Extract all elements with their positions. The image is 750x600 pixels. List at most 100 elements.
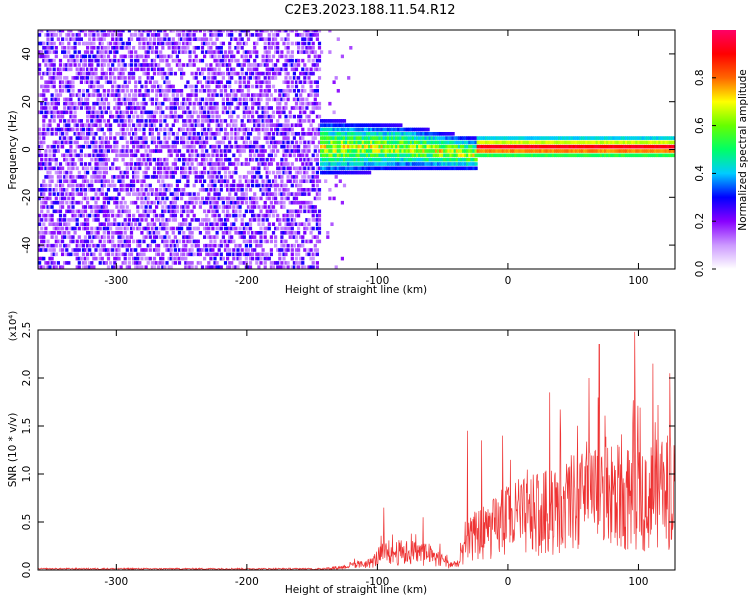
spectrogram-cell (230, 76, 234, 80)
spectrogram-cell (167, 97, 171, 102)
spectrogram-cell (186, 226, 190, 231)
spectrogram-cell (52, 243, 56, 248)
spectrogram-cell (228, 63, 232, 67)
spectrogram-cell (146, 166, 150, 171)
spectrogram-cell (61, 252, 65, 257)
spectrogram-cell (121, 89, 125, 93)
spectrogram-cell (159, 226, 163, 231)
spectrogram-cell (326, 136, 330, 140)
spectrogram-cell (418, 157, 422, 162)
spectrogram-cell (96, 58, 100, 63)
spectrogram-cell (102, 50, 106, 54)
spectrogram-cell (111, 179, 115, 183)
spectrogram-cell (228, 140, 232, 145)
spectrogram-cell (403, 140, 407, 145)
spectrogram-cell (192, 132, 196, 136)
spectrogram-cell (294, 63, 299, 67)
spectrogram-cell (94, 170, 98, 175)
spectrogram-cell (399, 162, 403, 166)
spectrogram-cell (226, 248, 230, 252)
spectrogram-cell (309, 226, 313, 231)
spectrogram-cell (219, 93, 223, 97)
spectrogram-cell (334, 119, 338, 123)
spectrogram-cell (167, 209, 171, 214)
spectrogram-cell (303, 166, 307, 171)
spectrogram-cell (292, 192, 296, 196)
spectrogram-cell (94, 67, 98, 72)
spectrogram-cell (109, 239, 113, 244)
spectrogram-cell (129, 226, 134, 231)
spectrogram-cell (292, 166, 296, 171)
spectrogram-cell (77, 119, 81, 123)
spectrogram-cell (63, 231, 67, 235)
spectrogram-cell (257, 71, 261, 76)
spectrogram-cell (418, 144, 422, 149)
spectrogram-cell (269, 183, 273, 188)
spectrogram-cell (386, 123, 390, 127)
spectrogram-cell (186, 205, 190, 209)
spectrogram-cell (175, 41, 179, 46)
spectrogram-cell (274, 144, 278, 149)
spectrogram-cell (307, 140, 311, 145)
spectrogram-cell (163, 157, 167, 162)
spectrogram-cell (88, 30, 92, 33)
spectrogram-cell (155, 205, 159, 209)
spectrogram-cell (159, 183, 163, 188)
spectrogram-cell (157, 149, 161, 153)
spectrogram-cell (301, 101, 305, 106)
spectrogram-cell (286, 37, 290, 41)
spectrogram-cell (61, 205, 65, 209)
spectrogram-cell (188, 101, 192, 106)
spectrogram-cell (58, 265, 63, 269)
spectrogram-cell (155, 89, 159, 93)
spectrogram-cell (309, 239, 313, 244)
spectrogram-cell (248, 97, 253, 102)
spectrogram-cell (169, 213, 173, 218)
spectrogram-cell (161, 218, 165, 222)
spectrogram-cell (203, 218, 207, 222)
spectrogram-cell (290, 67, 294, 72)
spectrogram-cell (121, 243, 125, 248)
spectrogram-cell (102, 209, 106, 214)
spectrogram-cell (115, 132, 119, 136)
spectrogram-cell (228, 183, 232, 188)
spectrogram-cell (186, 235, 190, 239)
spectrogram-cell (129, 183, 134, 188)
spectrogram-cell (90, 110, 94, 115)
spectrogram-cell (132, 213, 136, 218)
spectrogram-cell (261, 188, 265, 192)
spectrogram-cell (125, 192, 129, 196)
spectrogram-cell (317, 54, 322, 59)
spectrogram-cell (44, 132, 48, 136)
spectrogram-cell (209, 80, 213, 84)
spectrogram-cell (58, 213, 63, 218)
spectrogram-cell (234, 144, 238, 149)
spectrogram-cell (228, 188, 232, 192)
spectrogram-cell (50, 205, 54, 209)
spectrogram-cell (365, 149, 370, 153)
spectrogram-cell (432, 166, 436, 171)
spectrogram-cell (190, 153, 194, 158)
spectrogram-cell (422, 153, 426, 158)
spectrogram-cell (317, 188, 322, 192)
spectrogram-cell (125, 149, 129, 153)
spectrogram-cell (326, 140, 330, 145)
spectrogram-cell (98, 256, 102, 261)
spectrogram-cell (211, 132, 215, 136)
spectrogram-cell (292, 265, 296, 269)
spectrogram-cell (58, 33, 63, 37)
spectrogram-cell (280, 144, 284, 149)
spectrogram-cell (205, 84, 209, 89)
spectrogram-cell (315, 222, 319, 226)
spectrogram-cell (144, 265, 148, 269)
spectrogram-cell (238, 183, 242, 188)
spectrogram-cell (265, 157, 269, 162)
spectrogram-cell (54, 89, 58, 93)
spectrogram-cell (219, 256, 223, 261)
spectrogram-cell (88, 205, 92, 209)
spectrogram-cell (395, 127, 399, 132)
spectrogram-cell (242, 226, 246, 231)
spectrogram-cell (340, 149, 344, 153)
spectrogram-cell (407, 153, 411, 158)
spectrogram-cell (42, 231, 46, 235)
